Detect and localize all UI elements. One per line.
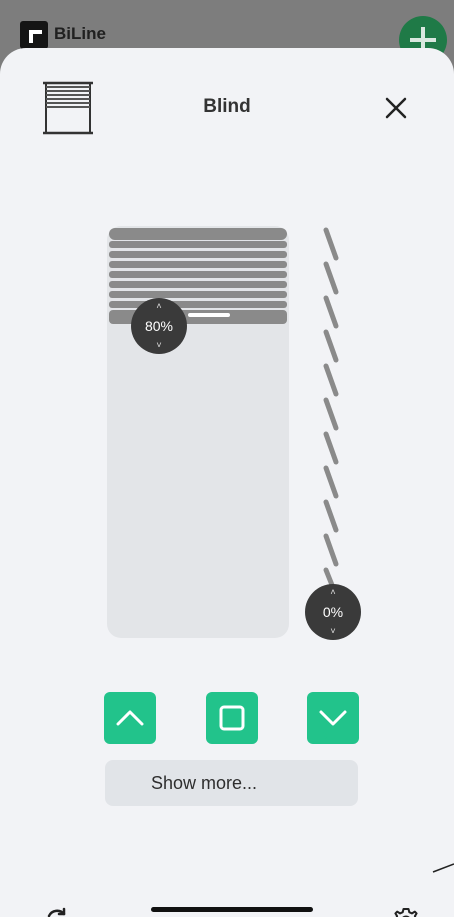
tilt-slider-track[interactable] bbox=[316, 224, 346, 594]
chevron-down-icon: ˅ bbox=[330, 626, 336, 636]
chevron-down-icon bbox=[319, 710, 347, 726]
chevron-up-icon bbox=[116, 710, 144, 726]
settings-pointer-line bbox=[432, 863, 454, 873]
blind-handle bbox=[188, 313, 230, 317]
stop-square-icon bbox=[219, 705, 245, 731]
position-slider-knob[interactable]: ˄ 80% ˅ bbox=[131, 298, 187, 354]
stop-button[interactable] bbox=[206, 692, 258, 744]
show-more-button[interactable]: Show more... bbox=[105, 760, 358, 806]
app-logo bbox=[20, 21, 48, 49]
refresh-icon[interactable] bbox=[42, 905, 72, 917]
tilt-value: 0% bbox=[322, 604, 344, 620]
device-sheet: Blind ˄ 80% ˅ bbox=[0, 48, 454, 917]
chevron-right-icon: › bbox=[322, 725, 328, 745]
app-name: BiLine bbox=[54, 24, 106, 43]
open-up-button[interactable] bbox=[104, 692, 156, 744]
show-more-label: Show more... bbox=[151, 773, 258, 793]
chevron-up-icon: ˄ bbox=[330, 587, 336, 597]
page-title: Blind bbox=[203, 96, 251, 117]
gear-icon[interactable] bbox=[390, 905, 422, 917]
close-icon[interactable] bbox=[381, 93, 411, 123]
chevron-up-icon: ˄ bbox=[156, 301, 162, 311]
home-indicator bbox=[151, 907, 313, 912]
position-value: 80% bbox=[144, 318, 174, 334]
chevron-down-icon: ˅ bbox=[156, 340, 162, 350]
venetian-blind-icon bbox=[43, 81, 93, 135]
tilt-slider-knob[interactable]: ˄ 0% ˅ bbox=[305, 584, 361, 640]
close-down-button[interactable] bbox=[307, 692, 359, 744]
